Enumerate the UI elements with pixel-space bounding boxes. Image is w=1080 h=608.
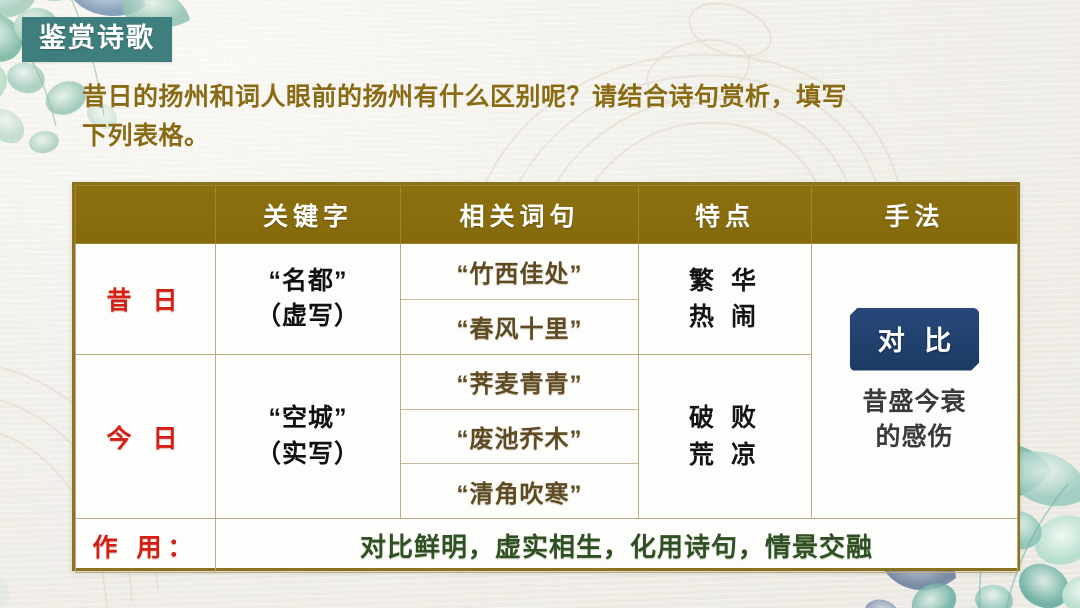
technique-caption-line-2: 的感伤 (875, 422, 954, 451)
phrase-item: “竹西佳处” (401, 244, 638, 300)
cell-era-present: 今 日 (75, 354, 216, 519)
contrast-badge: 对 比 (850, 308, 980, 371)
header-cell-phrase: 相关词句 (400, 185, 639, 244)
cell-era-past: 昔 日 (75, 243, 216, 355)
phrase-item: “春风十里” (456, 316, 583, 344)
question-line-1: 昔日的扬州和词人眼前的扬州有什么区别呢？请结合诗句赏析，填写 (82, 83, 848, 111)
table-row-present: 今 日 “空城” （实写） “荠麦青青” “废池乔木” “清角吹寒” 破 败 (75, 354, 1018, 519)
trait-past-line-1: 繁 华 (689, 266, 761, 295)
trait-past-line-2: 热 闹 (689, 303, 761, 331)
cell-technique: 对 比 昔盛今衰 的感伤 (811, 243, 1018, 519)
table-header-row: 关键字 相关词句 特点 手法 (75, 185, 1018, 244)
cell-phrases-past: “竹西佳处” “春风十里” (400, 243, 639, 355)
cell-keyword-present: “空城” （实写） (215, 354, 401, 519)
keyword-present-line-1: “空城” (268, 404, 348, 432)
header-cell-keyword: 关键字 (215, 185, 401, 244)
table-row-function: 作 用： 对比鲜明，虚实相生，化用诗句，情景交融 (75, 518, 1018, 573)
cell-trait-past: 繁 华 热 闹 (638, 243, 812, 355)
header-cell-trait: 特点 (638, 185, 812, 244)
cell-keyword-past: “名都” （虚写） (215, 243, 401, 355)
technique-caption: 昔盛今衰 的感伤 (862, 385, 966, 455)
trait-present-line-1: 破 败 (689, 404, 761, 432)
keyword-present-line-2: （实写） (255, 439, 360, 468)
cell-function-label: 作 用： (75, 518, 216, 573)
table-row-past: 昔 日 “名都” （虚写） “竹西佳处” “春风十里” 繁 华 热 闹 (75, 243, 1018, 519)
keyword-past-line-2: （虚写） (255, 302, 360, 330)
technique-content: 对 比 昔盛今衰 的感伤 (812, 244, 1017, 518)
cell-trait-present: 破 败 荒 凉 (638, 354, 812, 519)
keyword-past-line-1: “名都” (268, 266, 348, 295)
phrase-item: “清角吹寒” (456, 480, 583, 508)
section-title-text: 鉴赏诗歌 (39, 23, 155, 53)
phrase-list-past: “竹西佳处” “春风十里” (401, 244, 638, 354)
question-prompt: 昔日的扬州和词人眼前的扬州有什么区别呢？请结合诗句赏析，填写 下列表格。 (82, 78, 1042, 156)
section-title-banner: 鉴赏诗歌 (22, 17, 172, 63)
cell-function-text: 对比鲜明，虚实相生，化用诗句，情景交融 (215, 518, 1018, 573)
phrase-item: “荠麦青青” (401, 355, 638, 410)
phrase-item: “废池乔木” (401, 410, 638, 465)
trait-present-line-2: 荒 凉 (689, 440, 761, 469)
cell-phrases-present: “荠麦青青” “废池乔木” “清角吹寒” (400, 354, 639, 519)
comparison-table: 关键字 相关词句 特点 手法 昔 日 “名都” （虚写） “竹西佳处” (72, 182, 1020, 573)
phrase-list-present: “荠麦青青” “废池乔木” “清角吹寒” (401, 355, 638, 518)
header-cell-technique: 手法 (811, 185, 1018, 244)
header-cell-blank (75, 185, 216, 244)
question-line-2: 下列表格。 (82, 122, 210, 150)
technique-caption-line-1: 昔盛今衰 (862, 387, 967, 416)
comparison-table-grid: 关键字 相关词句 特点 手法 昔 日 “名都” （虚写） “竹西佳处” (75, 185, 1018, 573)
